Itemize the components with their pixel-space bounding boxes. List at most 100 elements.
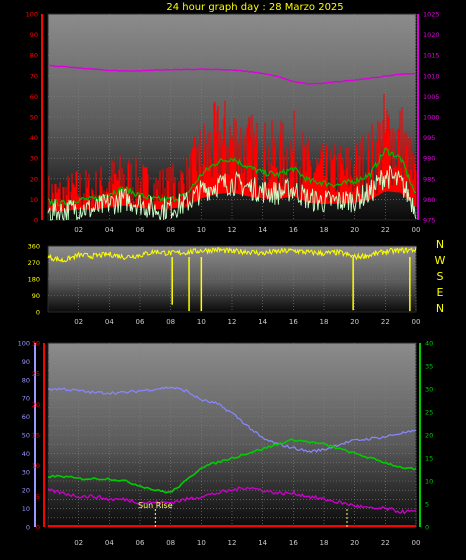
pressure-tick-label: 1010 xyxy=(423,72,440,80)
wind-speed-tick-label: 30 xyxy=(30,155,38,163)
wind-panel-x-tick-label: 04 xyxy=(105,226,114,234)
wind-speed-tick-label: 60 xyxy=(30,93,38,101)
wind-panel-x-tick-label: 00 xyxy=(412,226,421,234)
direction-panel-x-tick-label: 02 xyxy=(74,318,83,326)
pressure-tick-label: 1025 xyxy=(423,11,440,19)
temperature-tick-label: 20 xyxy=(425,432,433,440)
humidity-series xyxy=(47,386,417,454)
climate-panel-x-tick-label: 20 xyxy=(350,539,359,547)
wind-panel-x-tick-label: 18 xyxy=(320,226,329,234)
humidity-tick-label: 90 xyxy=(22,358,30,366)
pressure-series xyxy=(47,64,417,86)
temperature-tick-label: 10 xyxy=(425,478,433,486)
climate-panel-x-tick-label: 04 xyxy=(105,539,114,547)
climate-panel-x-tick-label: 08 xyxy=(166,539,175,547)
dew-temp-tick-label: 10 xyxy=(32,462,40,470)
sun-rise-label: Sun Rise xyxy=(138,501,173,510)
dew-temp-tick-label: 20 xyxy=(32,401,40,409)
climate-panel-x-tick-label: 18 xyxy=(320,539,329,547)
compass-letter: N xyxy=(436,302,444,315)
direction-tick-label: 180 xyxy=(28,276,40,284)
temperature-series xyxy=(47,438,417,494)
direction-panel-x-tick-label: 18 xyxy=(320,318,329,326)
direction-panel-x-tick-label: 20 xyxy=(350,318,359,326)
compass-letter: N xyxy=(436,238,444,251)
wind-speed-tick-label: 90 xyxy=(30,31,38,39)
wind-panel-x-tick-label: 10 xyxy=(197,226,206,234)
chart-title: 24 hour graph day : 28 Marzo 2025 xyxy=(166,2,343,13)
direction-tick-label: 360 xyxy=(28,243,40,251)
pressure-tick-label: 1020 xyxy=(423,31,440,39)
direction-panel-x-tick-label: 16 xyxy=(289,318,298,326)
wind-speed-tick-label: 100 xyxy=(26,11,38,19)
wind-speed-tick-label: 20 xyxy=(30,175,38,183)
pressure-tick-label: 985 xyxy=(423,175,435,183)
temperature-tick-label: 0 xyxy=(425,524,429,532)
compass-letter: W xyxy=(435,254,446,267)
dew-temp-tick-label: 0 xyxy=(36,524,40,532)
wind-panel-x-tick-label: 14 xyxy=(258,226,267,234)
direction-tick-label: 0 xyxy=(36,309,40,317)
dew-series xyxy=(47,486,417,515)
direction-panel-x-tick-label: 08 xyxy=(166,318,175,326)
wind-speed-tick-label: 0 xyxy=(34,217,38,225)
pressure-tick-label: 1000 xyxy=(423,114,440,122)
climate-panel-x-tick-label: 06 xyxy=(136,539,145,547)
dew-temp-tick-label: 5 xyxy=(36,493,40,501)
climate-panel-x-tick-label: 12 xyxy=(228,539,237,547)
temperature-tick-label: 15 xyxy=(425,455,433,463)
direction-tick-label: 270 xyxy=(28,259,40,267)
direction-panel-x-tick-label: 12 xyxy=(228,318,237,326)
wind-panel-x-tick-label: 08 xyxy=(166,226,175,234)
humidity-tick-label: 0 xyxy=(26,524,30,532)
wind-panel-x-tick-label: 12 xyxy=(228,226,237,234)
direction-panel-x-tick-label: 06 xyxy=(136,318,145,326)
climate-panel-x-tick-label: 16 xyxy=(289,539,298,547)
pressure-tick-label: 1015 xyxy=(423,52,440,60)
climate-panel-x-tick-label: 14 xyxy=(258,539,267,547)
humidity-tick-label: 20 xyxy=(22,487,30,495)
compass-letter: S xyxy=(437,270,444,283)
wind-speed-tick-label: 10 xyxy=(30,196,38,204)
temperature-tick-label: 35 xyxy=(425,363,433,371)
dew-temp-tick-label: 25 xyxy=(32,370,40,378)
direction-panel-x-tick-label: 22 xyxy=(381,318,390,326)
climate-panel-x-tick-label: 22 xyxy=(381,539,390,547)
pressure-tick-label: 1005 xyxy=(423,93,440,101)
climate-panel-x-tick-label: 10 xyxy=(197,539,206,547)
wind-lull-series xyxy=(47,165,417,222)
climate-panel-x-tick-label: 00 xyxy=(412,539,421,547)
direction-panel-x-tick-label: 14 xyxy=(258,318,267,326)
wind-speed-series xyxy=(47,146,417,207)
wind-speed-tick-label: 80 xyxy=(30,52,38,60)
direction-tick-label: 90 xyxy=(32,292,40,300)
wind-panel-x-tick-label: 16 xyxy=(289,226,298,234)
climate-panel-x-tick-label: 02 xyxy=(74,539,83,547)
temperature-tick-label: 5 xyxy=(425,501,429,509)
wind-panel-x-tick-label: 02 xyxy=(74,226,83,234)
pressure-tick-label: 975 xyxy=(423,217,435,225)
humidity-tick-label: 100 xyxy=(18,340,30,348)
wind-speed-tick-label: 70 xyxy=(30,72,38,80)
humidity-tick-label: 70 xyxy=(22,395,30,403)
pressure-tick-label: 990 xyxy=(423,155,435,163)
humidity-tick-label: 10 xyxy=(22,505,30,513)
direction-panel-x-tick-label: 04 xyxy=(105,318,114,326)
dew-temp-tick-label: 30 xyxy=(32,340,40,348)
wind-speed-tick-label: 50 xyxy=(30,114,38,122)
humidity-tick-label: 60 xyxy=(22,413,30,421)
dew-temp-tick-label: 15 xyxy=(32,432,40,440)
temperature-tick-label: 40 xyxy=(425,340,433,348)
temperature-tick-label: 30 xyxy=(425,386,433,394)
compass-letter: E xyxy=(437,286,444,299)
wind-direction-series xyxy=(47,246,417,263)
humidity-tick-label: 80 xyxy=(22,376,30,384)
direction-panel-x-tick-label: 10 xyxy=(197,318,206,326)
humidity-tick-label: 50 xyxy=(22,432,30,440)
humidity-tick-label: 30 xyxy=(22,468,30,476)
temperature-tick-label: 25 xyxy=(425,409,433,417)
wind-panel-x-tick-label: 20 xyxy=(350,226,359,234)
direction-panel-x-tick-label: 00 xyxy=(412,318,421,326)
wind-panel-x-tick-label: 22 xyxy=(381,226,390,234)
